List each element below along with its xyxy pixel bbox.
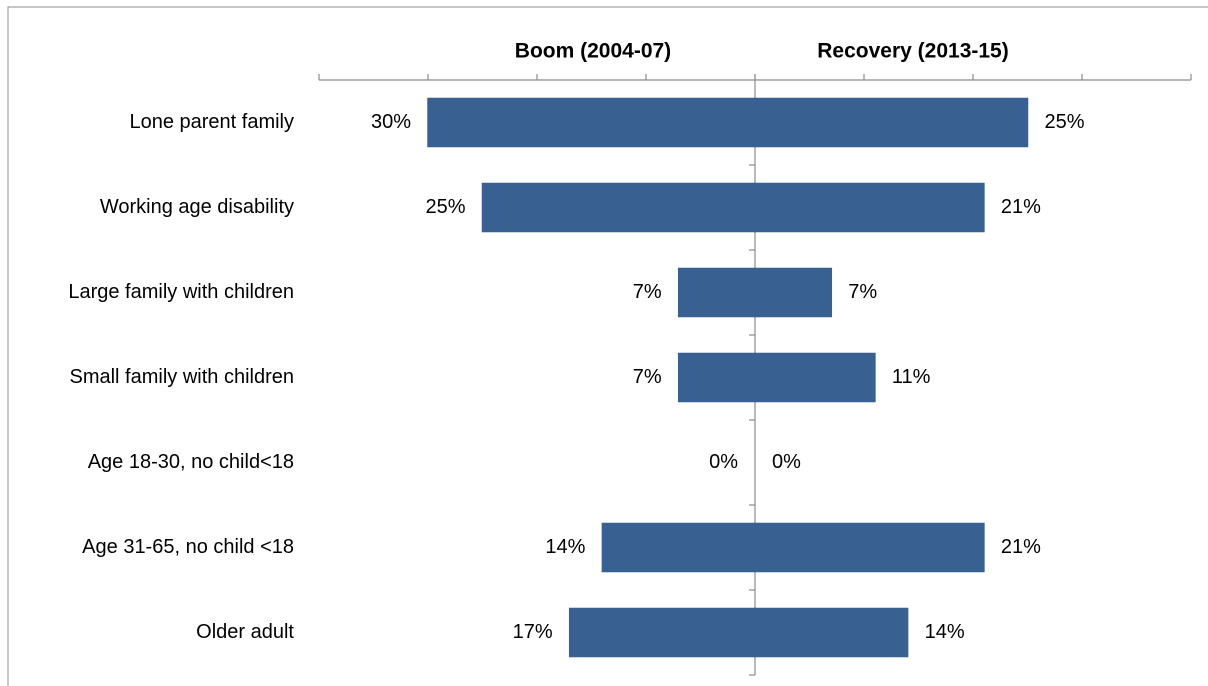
series-header: Boom (2004-07) — [515, 40, 671, 63]
value-label: 25% — [425, 196, 465, 218]
bar — [754, 97, 1029, 148]
bar — [754, 522, 985, 573]
value-label: 21% — [1001, 196, 1041, 218]
bar — [677, 352, 756, 403]
category-label: Older adult — [196, 621, 294, 643]
value-label: 7% — [848, 281, 877, 303]
bar — [427, 97, 756, 148]
value-label: 21% — [1001, 536, 1041, 558]
chart-frame — [7, 6, 1208, 686]
value-label: 7% — [633, 281, 662, 303]
value-label: 11% — [892, 366, 931, 388]
bar — [677, 267, 756, 318]
value-label: 25% — [1045, 111, 1085, 133]
bar — [754, 352, 876, 403]
category-label: Large family with children — [68, 281, 294, 303]
bar — [568, 607, 756, 658]
value-label: 0% — [772, 451, 801, 473]
category-label: Lone parent family — [129, 111, 294, 133]
value-label: 7% — [633, 366, 662, 388]
series-header: Recovery (2013-15) — [817, 40, 1008, 63]
value-label: 17% — [513, 621, 553, 643]
category-label: Working age disability — [100, 196, 294, 218]
category-label: Age 31-65, no child <18 — [82, 536, 294, 558]
bar — [754, 607, 909, 658]
bar — [481, 182, 756, 233]
bar — [601, 522, 756, 573]
value-label: 0% — [709, 451, 738, 473]
value-label: 14% — [925, 621, 965, 643]
category-label: Small family with children — [69, 366, 294, 388]
bar — [754, 182, 985, 233]
value-label: 14% — [545, 536, 585, 558]
value-label: 30% — [371, 111, 411, 133]
category-label: Age 18-30, no child<18 — [88, 451, 294, 473]
bar — [754, 267, 833, 318]
